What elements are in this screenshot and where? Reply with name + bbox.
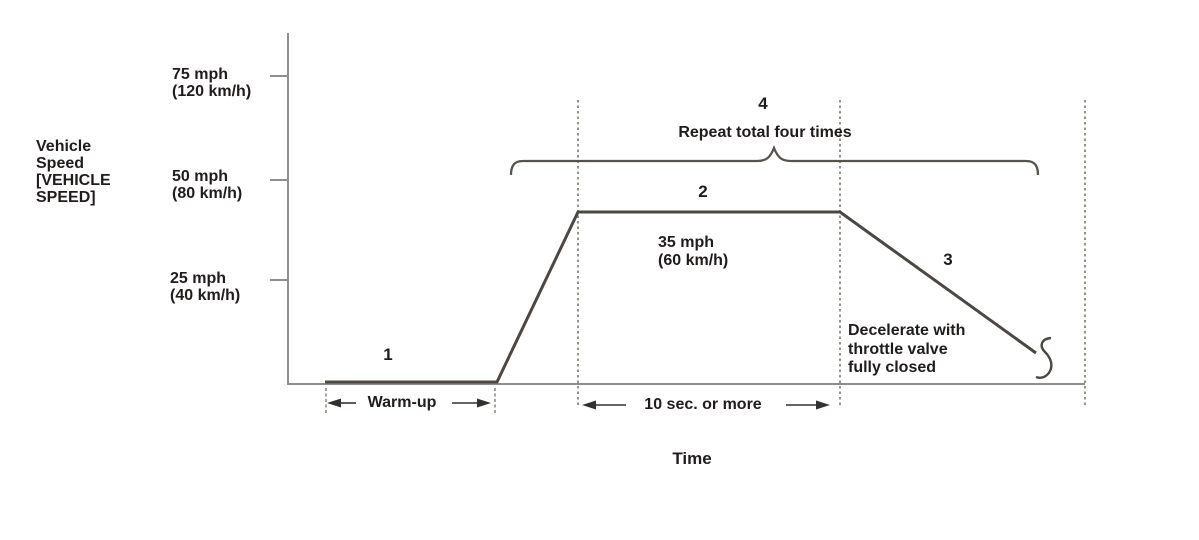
step-number-2: 2 [698, 182, 708, 201]
warmup-arrowhead-right [477, 398, 491, 408]
step-number-1: 1 [383, 345, 393, 364]
plateau-speed-mph: 35 mph [658, 234, 715, 251]
decelerate-line: fully closed [848, 359, 937, 376]
decelerate-line: Decelerate with [848, 322, 966, 339]
y-tick-label-25mph: 25 mph (40 km/h) [170, 270, 240, 304]
plateau-speed-label: 35 mph (60 km/h) [658, 234, 728, 270]
warmup-arrowhead-left [327, 398, 341, 408]
hold-duration-label: 10 sec. or more [644, 396, 762, 413]
tick-mph: 25 mph [170, 270, 227, 287]
tick-kmh: (120 km/h) [172, 83, 252, 100]
line-break-squiggle [1035, 336, 1053, 379]
y-axis-title-line: [VEHICLE [36, 172, 111, 189]
y-tick-label-75mph: 75 mph (120 km/h) [172, 66, 251, 100]
warmup-span-label: Warm-up [367, 394, 437, 411]
tick-kmh: (80 km/h) [172, 185, 243, 202]
y-axis-title: Vehicle Speed [VEHICLE SPEED] [36, 138, 111, 206]
hold-arrowhead-right [816, 400, 830, 410]
repeat-annotation: Repeat total four times [678, 124, 852, 141]
step-number-4: 4 [758, 94, 768, 113]
warmup-arrow [327, 398, 491, 408]
tick-mph: 50 mph [172, 168, 229, 185]
decelerate-line: throttle valve [848, 340, 948, 358]
y-axis-title-line: Speed [36, 155, 85, 172]
tick-mph: 75 mph [172, 66, 229, 83]
hold-arrowhead-left [582, 400, 596, 410]
plateau-speed-kmh: (60 km/h) [658, 252, 729, 269]
y-tick-label-50mph: 50 mph (80 km/h) [172, 168, 242, 202]
y-axis-title-line: SPEED] [36, 189, 96, 206]
y-axis-title-line: Vehicle [36, 138, 92, 155]
hold-duration-arrow [582, 400, 830, 410]
speed-profile-line [325, 210, 1037, 384]
dotted-guide-lines [577, 100, 1086, 408]
x-axis-title: Time [672, 449, 712, 468]
warmup-span-boundaries [325, 388, 496, 415]
tick-kmh: (40 km/h) [170, 287, 241, 304]
decelerate-annotation: Decelerate with throttle valve fully clo… [848, 322, 965, 378]
repeat-brace [509, 144, 1040, 176]
axes [270, 33, 1085, 385]
step-number-3: 3 [943, 250, 953, 269]
